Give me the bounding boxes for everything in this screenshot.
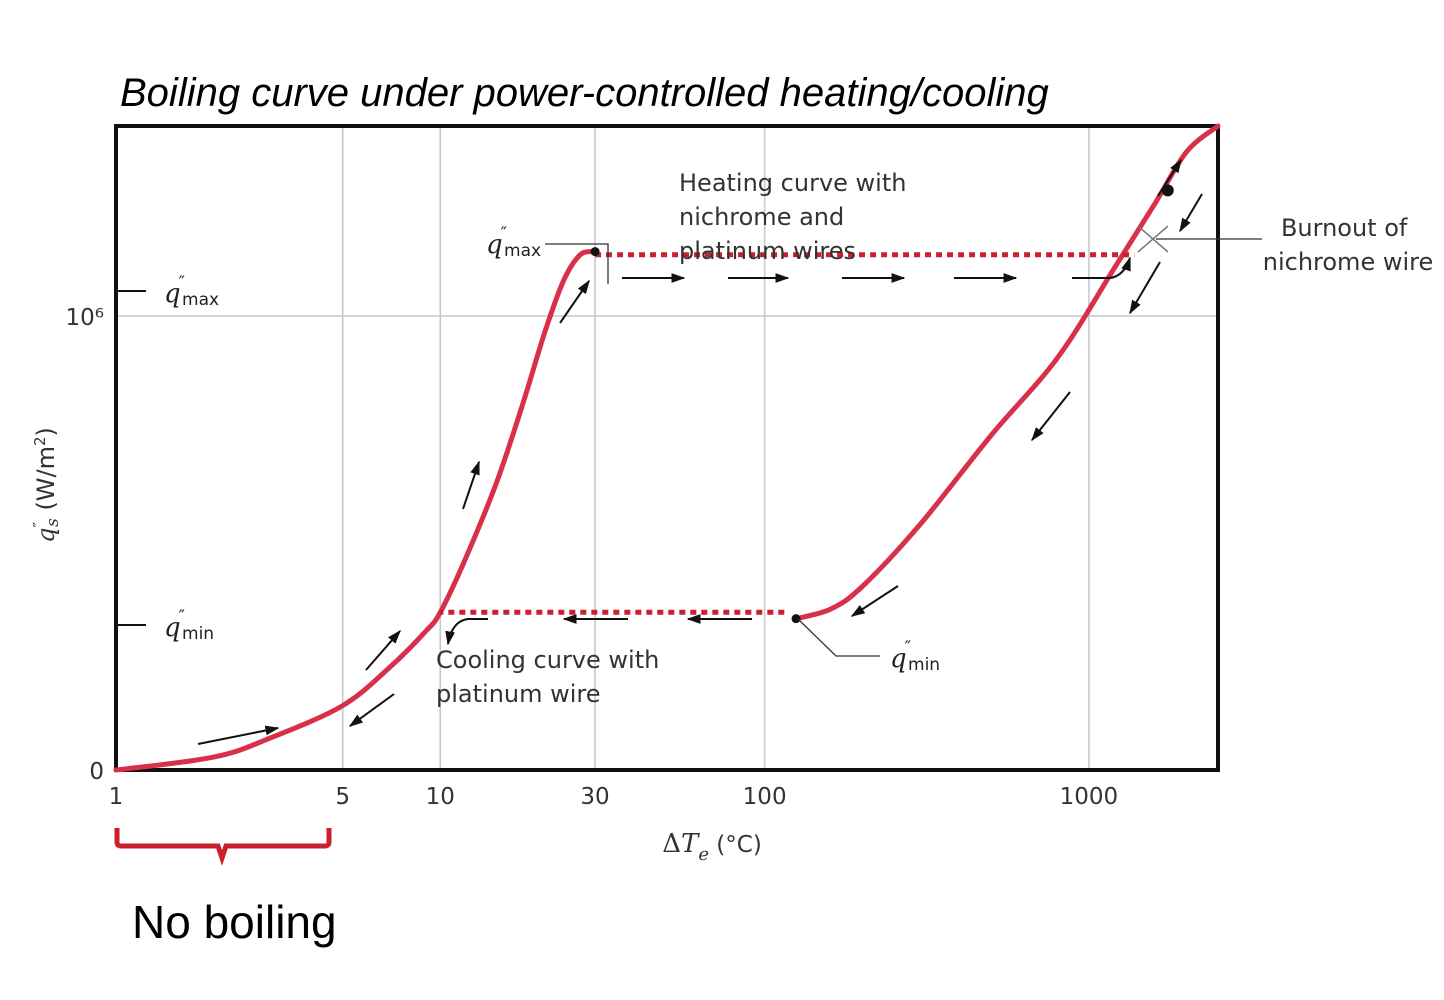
- cooling-line-1: Cooling curve with: [436, 646, 659, 674]
- q-min-point-label: q″ min: [890, 638, 940, 675]
- x-axis-title: ΔTe (°C): [662, 829, 762, 865]
- y-axis-title: q″s (W/m2): [30, 427, 63, 543]
- boiling-curves: [113, 123, 1221, 773]
- marker-q_max: [590, 247, 600, 257]
- heating-annotation: Heating curve with nichrome and platinum…: [679, 169, 914, 265]
- x-tick-label-0: 1: [109, 784, 124, 810]
- plot-frame: [114, 124, 1220, 772]
- burnout-line-2: nichrome wire: [1263, 248, 1433, 276]
- x-tick-labels: 1 5 10 30 100 1000: [109, 784, 1119, 810]
- x-tick-label-5: 1000: [1060, 784, 1119, 810]
- x-tick-label-1: 5: [335, 784, 350, 810]
- heating-line-2: nichrome and: [679, 203, 844, 231]
- y-tick-label-1: 10⁶: [66, 305, 105, 331]
- q-min-axis-label: q″ min: [164, 607, 214, 644]
- curve-markers: [590, 184, 1174, 624]
- transition-lines: [440, 252, 1135, 615]
- marker-q_min: [791, 614, 801, 624]
- curve-series-1: [793, 123, 1221, 622]
- burnout-line-1: Burnout of: [1281, 214, 1408, 242]
- y-tick-labels: 0 10⁶: [66, 305, 105, 785]
- curve-series-0: [113, 249, 598, 773]
- marker-burnout: [1161, 184, 1174, 197]
- heating-line-3: platinum wires: [679, 237, 856, 265]
- burnout-x-mark: [1137, 225, 1169, 253]
- cooling-line-2: platinum wire: [436, 680, 601, 708]
- q-max-leader: [545, 243, 609, 284]
- heating-line-1: Heating curve with: [679, 169, 906, 197]
- y-tick-label-0: 0: [89, 759, 104, 785]
- x-tick-label-4: 100: [743, 784, 787, 810]
- grid-lines: [116, 126, 1218, 770]
- burnout-annotation: Burnout of nichrome wire: [1263, 214, 1433, 276]
- x-tick-label-3: 30: [580, 784, 609, 810]
- direction-arrows: [197, 158, 1203, 745]
- x-tick-label-2: 10: [426, 784, 455, 810]
- cooling-annotation: Cooling curve with platinum wire: [436, 646, 667, 708]
- q-min-leader: [797, 618, 880, 657]
- chart-title: Boiling curve under power-controlled hea…: [120, 71, 1049, 115]
- no-boiling-bracket: [114, 828, 332, 866]
- no-boiling-label: No boiling: [132, 896, 337, 948]
- q-max-point-label: q″ max: [486, 224, 541, 261]
- q-max-axis-label: q″ max: [164, 273, 219, 310]
